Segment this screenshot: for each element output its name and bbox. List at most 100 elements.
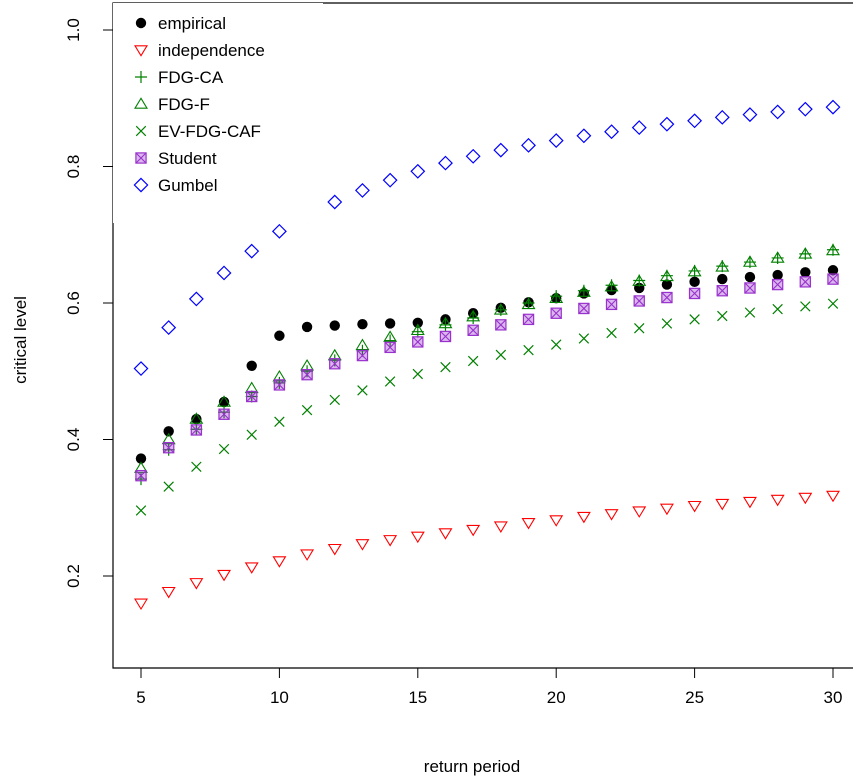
data-point (357, 318, 368, 330)
data-point (274, 416, 285, 427)
data-point (327, 543, 342, 556)
data-point (827, 265, 839, 276)
data-point (384, 376, 396, 387)
data-point (772, 269, 783, 281)
data-point (742, 107, 758, 123)
x-axis: 5 10 15 20 25 30 (136, 668, 842, 707)
data-point (576, 285, 591, 297)
data-point (190, 424, 203, 436)
data-point (549, 515, 564, 527)
legend-label: FDG-CA (158, 68, 224, 87)
data-point (606, 327, 617, 339)
data-point (161, 320, 177, 336)
data-point (798, 247, 813, 259)
legend: empirical independence FDG-CA FDG-F EV-FDG-C… (113, 3, 323, 223)
data-point (357, 385, 368, 396)
data-point (661, 291, 673, 304)
data-point (327, 194, 343, 210)
y-tick-label: 0.2 (64, 564, 83, 588)
data-point (329, 320, 340, 331)
series-gumbel (133, 99, 841, 376)
data-point (162, 441, 175, 454)
data-point (327, 348, 342, 361)
legend-marker (135, 17, 147, 29)
data-point (549, 291, 564, 303)
data-point (134, 598, 148, 611)
data-point (134, 461, 148, 473)
data-point (798, 492, 813, 505)
legend-marker (135, 125, 147, 137)
data-point (189, 578, 204, 590)
data-point (744, 307, 756, 318)
data-point (521, 297, 536, 310)
data-point (301, 368, 313, 381)
x-tick-label: 15 (408, 688, 427, 707)
data-point (550, 339, 562, 350)
data-point (272, 556, 287, 568)
data-point (384, 341, 396, 354)
data-point (410, 163, 426, 179)
data-point (522, 313, 535, 326)
x-axis-title: return period (424, 757, 520, 776)
data-point (246, 360, 257, 371)
data-point (661, 318, 673, 329)
data-point (493, 303, 508, 315)
data-point (800, 301, 811, 312)
data-point (467, 324, 479, 337)
data-point (548, 133, 564, 149)
data-point (273, 379, 286, 391)
data-point (770, 104, 786, 120)
data-point (163, 426, 174, 437)
plot-frame (112, 2, 853, 669)
data-point (631, 120, 647, 136)
data-point (216, 265, 232, 281)
data-point (244, 381, 259, 394)
data-point (632, 506, 647, 518)
data-point (438, 528, 453, 540)
data-point (465, 148, 481, 164)
series-fdg-f (134, 243, 840, 473)
data-point (687, 500, 702, 513)
data-point (218, 408, 230, 420)
y-axis-title: critical level (11, 296, 30, 384)
data-point (274, 330, 285, 341)
data-point (273, 376, 286, 389)
data-point (578, 302, 590, 315)
data-point (161, 586, 176, 599)
data-point (189, 412, 204, 424)
legend-marker (134, 97, 148, 109)
data-point (217, 569, 232, 582)
data-point (771, 278, 784, 291)
data-point (495, 349, 507, 361)
data-point (244, 562, 259, 574)
data-point (355, 539, 370, 551)
data-point (493, 521, 508, 533)
data-point (163, 481, 174, 492)
series-independence (134, 490, 840, 611)
data-point (523, 344, 534, 356)
data-point (521, 137, 536, 153)
x-tick-label: 30 (824, 688, 843, 707)
data-point (744, 282, 756, 294)
data-point (687, 264, 702, 277)
data-point (605, 298, 618, 311)
data-point (659, 116, 675, 132)
data-point (438, 155, 453, 171)
data-point (659, 269, 674, 282)
data-point (384, 334, 397, 347)
data-point (246, 390, 258, 403)
data-point (799, 276, 812, 288)
data-point (218, 406, 231, 419)
x-tick-label: 10 (270, 688, 289, 707)
data-point (412, 368, 424, 380)
x-tick-label: 25 (685, 688, 704, 707)
legend-label: independence (158, 41, 265, 60)
data-point (217, 395, 232, 407)
data-point (744, 271, 756, 283)
data-point (162, 443, 175, 456)
data-point (742, 496, 757, 509)
legend-marker (134, 45, 148, 57)
data-point (604, 509, 619, 521)
data-point (632, 274, 647, 286)
